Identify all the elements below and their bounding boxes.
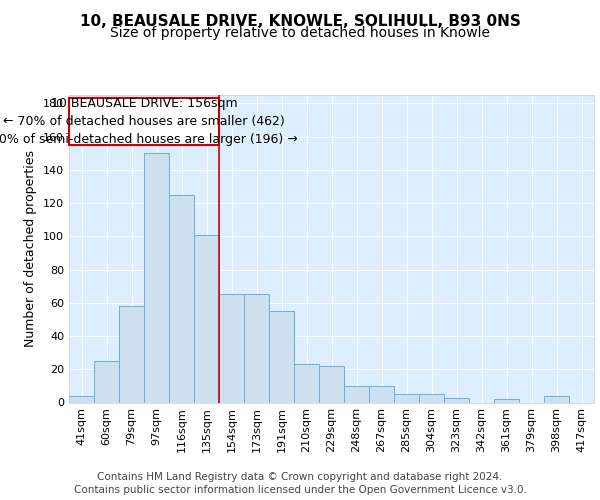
Bar — [269, 311, 294, 402]
Bar — [319, 366, 344, 403]
Bar — [344, 386, 369, 402]
Bar — [194, 234, 219, 402]
Text: Contains HM Land Registry data © Crown copyright and database right 2024.
Contai: Contains HM Land Registry data © Crown c… — [74, 472, 526, 495]
Bar — [494, 399, 519, 402]
Bar — [419, 394, 444, 402]
Bar — [144, 153, 169, 402]
Bar — [544, 396, 569, 402]
Bar — [244, 294, 269, 403]
Bar — [219, 294, 244, 403]
Bar — [169, 194, 194, 402]
Bar — [369, 386, 394, 402]
Text: 10, BEAUSALE DRIVE, KNOWLE, SOLIHULL, B93 0NS: 10, BEAUSALE DRIVE, KNOWLE, SOLIHULL, B9… — [80, 14, 520, 29]
Text: Size of property relative to detached houses in Knowle: Size of property relative to detached ho… — [110, 26, 490, 40]
Text: 10 BEAUSALE DRIVE: 156sqm
← 70% of detached houses are smaller (462)
30% of semi: 10 BEAUSALE DRIVE: 156sqm ← 70% of detac… — [0, 97, 298, 146]
Bar — [119, 306, 144, 402]
Y-axis label: Number of detached properties: Number of detached properties — [25, 150, 37, 347]
FancyBboxPatch shape — [69, 98, 219, 145]
Bar — [294, 364, 319, 403]
Bar — [394, 394, 419, 402]
Bar — [94, 361, 119, 403]
Bar — [444, 398, 469, 402]
Bar — [69, 396, 94, 402]
